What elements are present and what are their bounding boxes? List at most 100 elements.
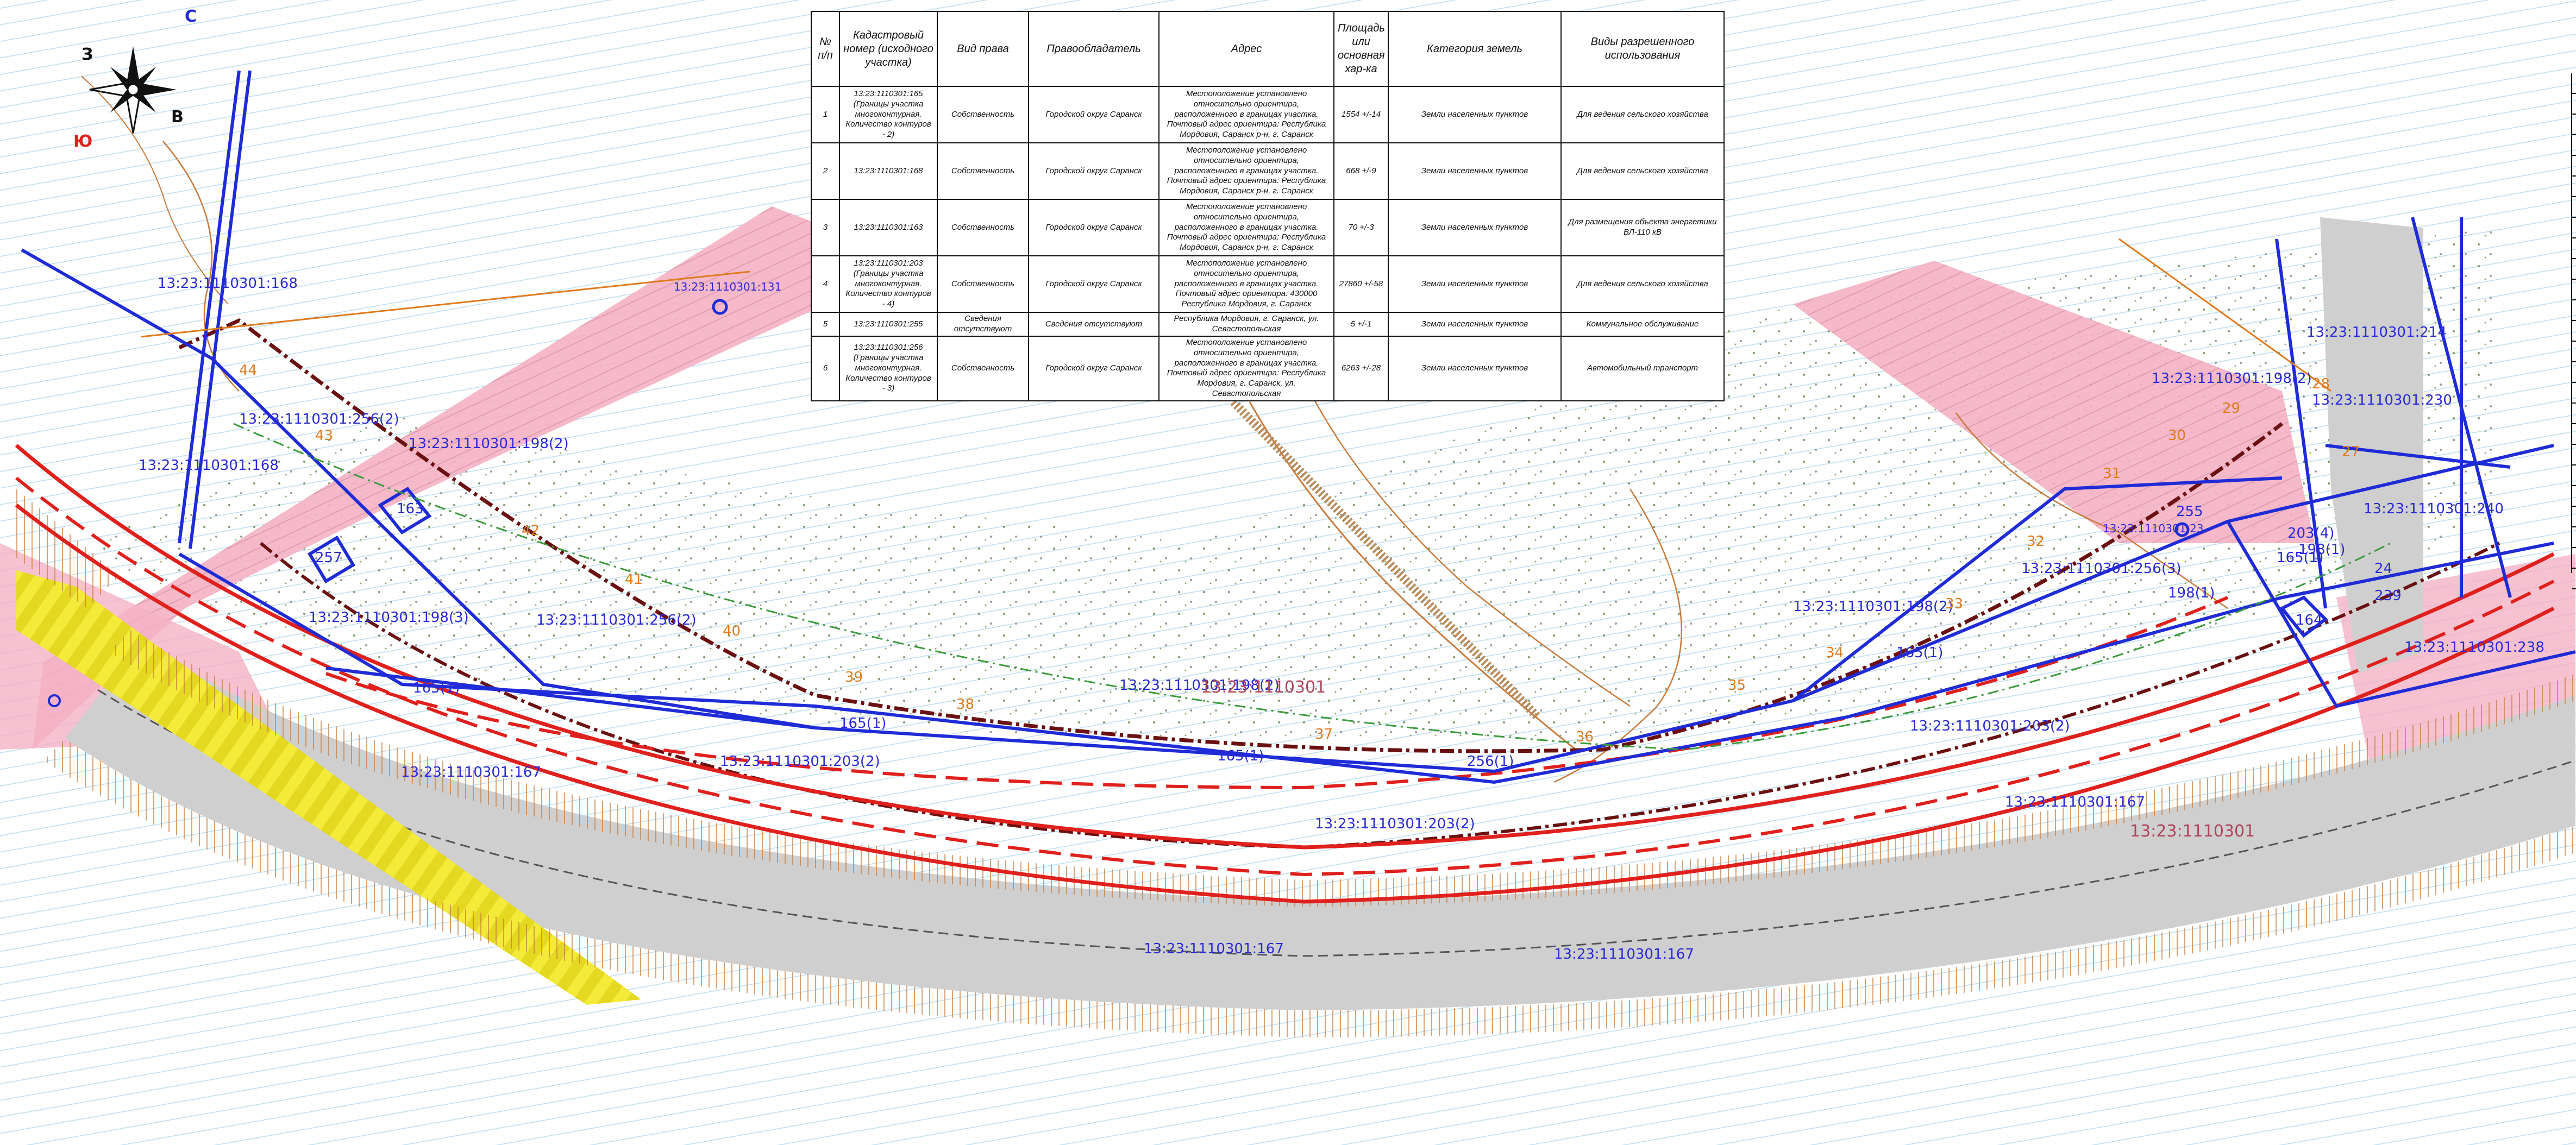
point-number: 28: [2312, 376, 2330, 392]
parcel-label: 13:23:1110301:256(2): [536, 612, 697, 628]
header-cell: Площадь или основная хар-ка: [1333, 11, 1389, 87]
small-label: 165(1): [1896, 645, 1943, 661]
parcel-label: 13:23:1110301:198(2): [409, 436, 569, 452]
table-cell: 3: [811, 199, 840, 256]
zone-boundary-dashdot: [178, 318, 2284, 753]
parcel-label: 13:23:1110301:167: [401, 764, 541, 781]
red-line-inner: [15, 504, 2555, 904]
road-right-vertical: [2320, 217, 2423, 674]
small-label: 198(1): [2168, 585, 2215, 601]
compass-south: Ю: [73, 132, 92, 151]
table-cell: Собственность: [937, 142, 1029, 200]
parcel-label: 13:23:1110301:167: [1144, 941, 1284, 957]
table-cell: Местоположение установлено относительно …: [1158, 86, 1334, 143]
parcel-label: 13:23:1110301:168: [139, 457, 279, 474]
table-cell: Для ведения сельского хозяйства: [1560, 86, 1725, 143]
small-label: 239: [2374, 588, 2402, 604]
parcel-163: [378, 487, 432, 534]
small-label: 163: [397, 501, 424, 517]
point-number: 41: [625, 571, 643, 588]
table-cell: Городской округ Саранск: [1028, 142, 1159, 200]
table-cell: Местоположение установлено относительно …: [1158, 199, 1334, 256]
point-number: 32: [2027, 533, 2045, 550]
table-cell: Республика Мордовия, г. Саранск, ул. Сев…: [1158, 312, 1334, 337]
table-cell: Городской округ Саранск: [1028, 336, 1159, 401]
table-cell: Земли населенных пунктов: [1388, 255, 1562, 313]
embankment-hatch: [109, 630, 2575, 907]
embankment-hatch-left: [11, 489, 120, 608]
table-cell: Собственность: [937, 255, 1029, 313]
pink-zone-right: [1793, 261, 2315, 543]
green-line: [233, 423, 2391, 751]
parcel-label: 13:23:1110301:238: [2404, 639, 2544, 656]
table-cell: Сведения отсутствуют: [1028, 312, 1159, 337]
parcel-label: 13:23:1110301:23: [2103, 522, 2204, 535]
orange-guide-line: [141, 270, 750, 338]
contour-line: [81, 76, 229, 305]
table-cell: Земли населенных пунктов: [1388, 86, 1562, 143]
small-label: 257: [315, 550, 342, 566]
table-cell: 13:23:1110301:163: [839, 199, 938, 256]
parcel-label: 13:23:1110301:230: [2312, 392, 2452, 408]
table-cell: 668 +/-9: [1333, 142, 1389, 200]
table-cell: Земли населенных пунктов: [1388, 336, 1562, 401]
clipped-right-table: [2571, 73, 2576, 589]
table-cell: Городской округ Саранск: [1028, 86, 1159, 143]
small-label: 256(1): [1467, 753, 1514, 770]
parcel-label: 13:23:1110301:240: [2364, 501, 2504, 517]
header-cell: Категория земель: [1388, 11, 1562, 87]
table-cell: Для ведения сельского хозяйства: [1560, 255, 1725, 313]
embankment-hatch-lower: [43, 739, 2575, 1037]
point-number: 37: [1315, 726, 1333, 743]
header-cell: Вид права: [937, 11, 1029, 87]
road-centerline: [97, 689, 2576, 957]
header-cell: Правообладатель: [1028, 11, 1159, 87]
table-cell: Автомобильный транспорт: [1560, 336, 1725, 401]
quarter-label: 13:23:1110301: [2130, 822, 2255, 841]
point-number: 43: [315, 427, 333, 444]
table-cell: 5 +/-1: [1333, 312, 1389, 337]
contour-line: [1955, 412, 2228, 609]
parcel-boundaries: [21, 70, 2576, 784]
small-label: 24: [2374, 561, 2392, 577]
table-cell: Земли населенных пунктов: [1388, 142, 1562, 200]
point-number: 38: [956, 696, 974, 713]
parcel-label: 13:23:1110301:256(3): [2021, 561, 2182, 577]
table-cell: Местоположение установлено относительно …: [1158, 255, 1334, 313]
parcel-label: 13:23:1110301:198(2): [1119, 677, 1280, 694]
parcel-164: [2279, 595, 2328, 638]
point-number: 30: [2168, 427, 2186, 444]
point-number: 44: [239, 362, 257, 379]
parcel-boundary: [189, 70, 252, 549]
red-line-dashed: [15, 476, 2555, 877]
table-cell: Для размещения объекта энергетики ВЛ-110…: [1560, 199, 1725, 256]
point-number: 31: [2103, 465, 2121, 482]
point-number: 27: [2342, 444, 2360, 460]
table-cell: 2: [811, 142, 840, 200]
table-cell: 13:23:1110301:168: [839, 142, 938, 200]
small-label: 255: [2176, 504, 2203, 520]
table-cell: 27860 +/-58: [1333, 255, 1389, 313]
parcel-label: 13:23:1110301:167: [2005, 794, 2145, 810]
small-label: 165(1): [1217, 748, 1264, 764]
table-cell: Местоположение установлено относительно …: [1158, 336, 1334, 401]
marker-left: [48, 694, 61, 707]
point-number: 35: [1728, 677, 1746, 694]
red-line-dashed-2: [325, 596, 2229, 790]
road-grey: [65, 641, 2575, 1010]
parcel-label: 13:23:1110301:214: [2307, 324, 2447, 341]
table-row: 3 13:23:1110301:163 Собственность Городс…: [811, 199, 1725, 256]
parcel-label: 13:23:1110301:203(2): [1315, 816, 1475, 832]
table-cell: 6263 +/-28: [1333, 336, 1389, 401]
compass-west: З: [82, 45, 93, 64]
table-cell: 70 +/-3: [1333, 199, 1389, 256]
orange-guide-line: [2119, 238, 2331, 392]
table-cell: Собственность: [937, 199, 1029, 256]
table-header-row: № п/п Кадастровый номер (исходного участ…: [811, 11, 1725, 87]
parcel-label: 13:23:1110301:167: [1554, 946, 1694, 962]
point-number: 29: [2222, 400, 2240, 417]
table-row: 6 13:23:1110301:256 (Границы участка мно…: [811, 336, 1725, 401]
table-cell: 13:23:1110301:165 (Границы участка много…: [839, 86, 938, 143]
parcel-257: [307, 535, 356, 584]
point-number: 39: [845, 669, 863, 685]
